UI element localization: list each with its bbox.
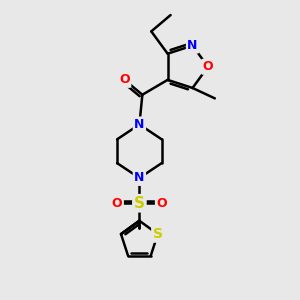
Text: S: S <box>153 227 163 241</box>
Text: N: N <box>134 118 145 131</box>
Text: O: O <box>156 197 167 210</box>
Text: O: O <box>202 60 213 73</box>
Text: O: O <box>119 74 130 86</box>
Text: N: N <box>188 39 198 52</box>
Text: S: S <box>134 196 145 211</box>
Text: N: N <box>134 172 145 184</box>
Text: O: O <box>112 197 122 210</box>
